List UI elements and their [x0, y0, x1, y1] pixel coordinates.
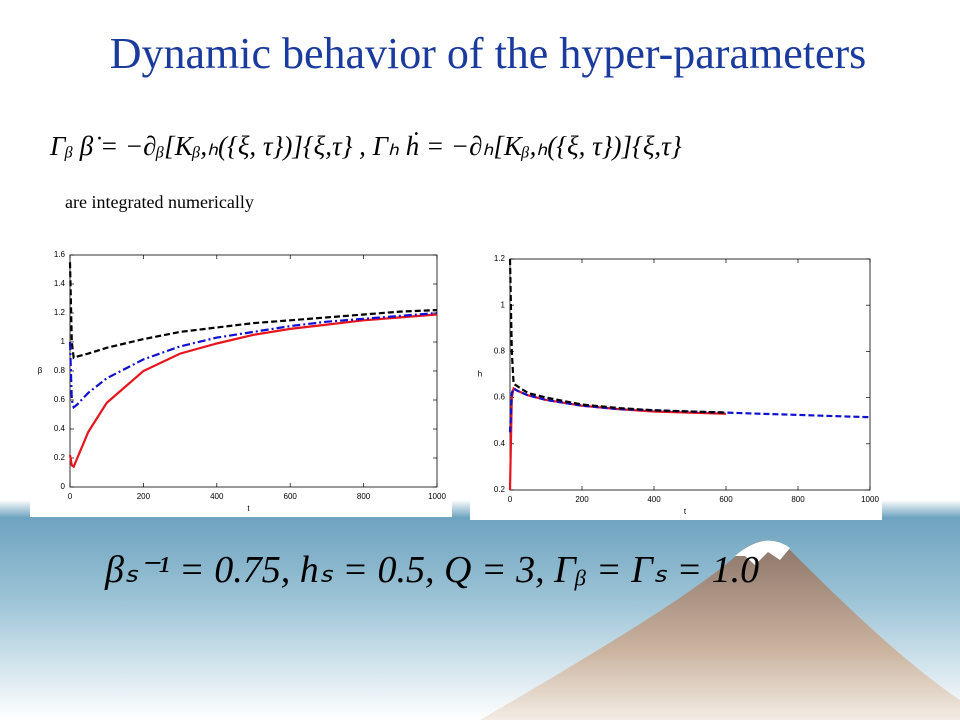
y-tick-label: 1.6: [54, 250, 66, 259]
x-tick-label: 600: [719, 495, 733, 504]
y-tick-label: 1.2: [54, 308, 66, 317]
y-tick-label: 0.2: [494, 485, 506, 494]
x-tick-label: 800: [357, 492, 371, 501]
y-tick-label: 0.6: [54, 395, 66, 404]
charts: 0 200 400 600 800 100000.20.40.60.811.21.41.6…: [30, 243, 882, 520]
series-line: [508, 386, 871, 433]
caption: are integrated numerically: [65, 192, 254, 212]
y-tick-label: 1: [61, 337, 66, 346]
x-tick-label: 1000: [861, 495, 879, 504]
x-tick-label: 0: [508, 495, 513, 504]
snow-cap: [735, 540, 790, 565]
y-tick-label: 0: [61, 482, 66, 491]
y-tick-label: 0.8: [494, 347, 506, 356]
y-tick-label: 0.8: [54, 366, 66, 375]
x-tick-label: 400: [210, 492, 224, 501]
mountain: [480, 540, 960, 720]
x-axis-label: t: [684, 507, 687, 516]
x-axis-label: t: [247, 504, 250, 513]
y-tick-label: 0.4: [54, 424, 66, 433]
y-tick-label: 0.4: [494, 439, 506, 448]
x-tick-label: 600: [284, 492, 298, 501]
title: Dynamic behavior of the hyper-parameters: [110, 29, 867, 78]
x-tick-label: 800: [791, 495, 805, 504]
x-tick-label: 400: [647, 495, 661, 504]
y-tick-label: 0.2: [54, 453, 66, 462]
y-tick-label: 1.4: [54, 279, 66, 288]
x-tick-label: 200: [137, 492, 151, 501]
series-line: [68, 313, 438, 469]
chart-panel: [470, 247, 882, 520]
x-tick-label: 1000: [428, 492, 446, 501]
y-tick-label: 0.6: [494, 393, 506, 402]
y-axis-label: β: [38, 366, 43, 375]
series-line: [68, 311, 438, 410]
plot-frame: [509, 258, 871, 491]
chart-panel: [30, 243, 452, 517]
parameters: βₛ⁻¹ = 0.75, hₛ = 0.5, Q = 3, Γᵦ = Γₛ = …: [104, 549, 759, 591]
y-tick-label: 1: [501, 300, 506, 309]
y-axis-label: h: [478, 370, 482, 379]
x-tick-label: 0: [68, 492, 73, 501]
series-line: [508, 258, 727, 414]
y-tick-label: 1.2: [494, 254, 506, 263]
equation: Γᵦ β̇ = −∂ᵦ[Kᵦ,ₕ({ξ, τ})]{ξ,τ} , Γₕ ḣ = …: [49, 131, 682, 161]
x-tick-label: 200: [575, 495, 589, 504]
